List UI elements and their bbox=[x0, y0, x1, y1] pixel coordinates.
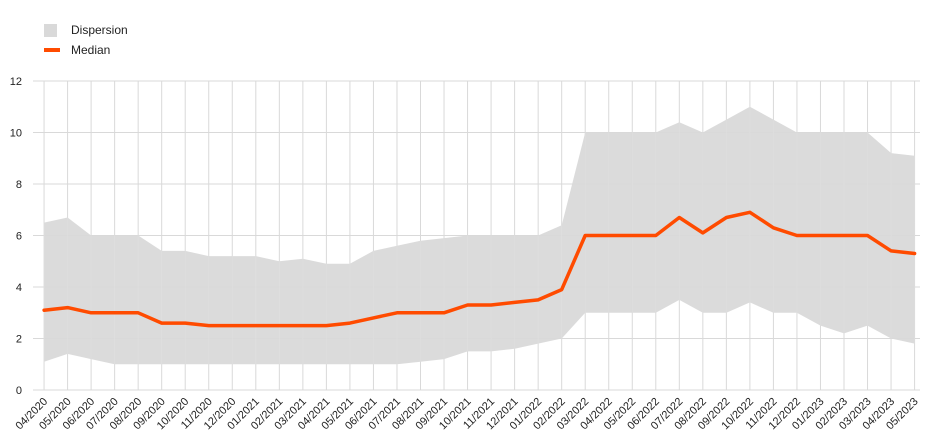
x-axis: 04/202005/202006/202007/202008/202009/20… bbox=[14, 396, 921, 433]
legend-item-median: Median bbox=[44, 40, 128, 60]
y-tick-label-12: 12 bbox=[10, 76, 22, 88]
y-tick-label-10: 10 bbox=[10, 128, 22, 140]
median-swatch bbox=[44, 48, 60, 52]
dispersion-band bbox=[44, 106, 915, 365]
y-tick-label-0: 0 bbox=[16, 385, 22, 397]
dispersion-swatch bbox=[44, 23, 57, 37]
y-tick-label-6: 6 bbox=[16, 231, 22, 243]
median-line bbox=[42, 210, 917, 328]
y-tick-label-2: 2 bbox=[16, 334, 22, 346]
median-line-layer bbox=[42, 210, 917, 328]
y-tick-label-8: 8 bbox=[16, 179, 22, 191]
legend-label-median: Median bbox=[71, 43, 111, 57]
y-axis: 0 2 4 6 8 10 12 bbox=[10, 76, 22, 397]
dispersion-band-layer bbox=[43, 106, 915, 365]
chart-legend: Dispersion Median bbox=[44, 20, 128, 60]
y-tick-label-4: 4 bbox=[16, 282, 22, 294]
legend-label-dispersion: Dispersion bbox=[71, 23, 128, 37]
legend-item-dispersion: Dispersion bbox=[44, 20, 128, 40]
